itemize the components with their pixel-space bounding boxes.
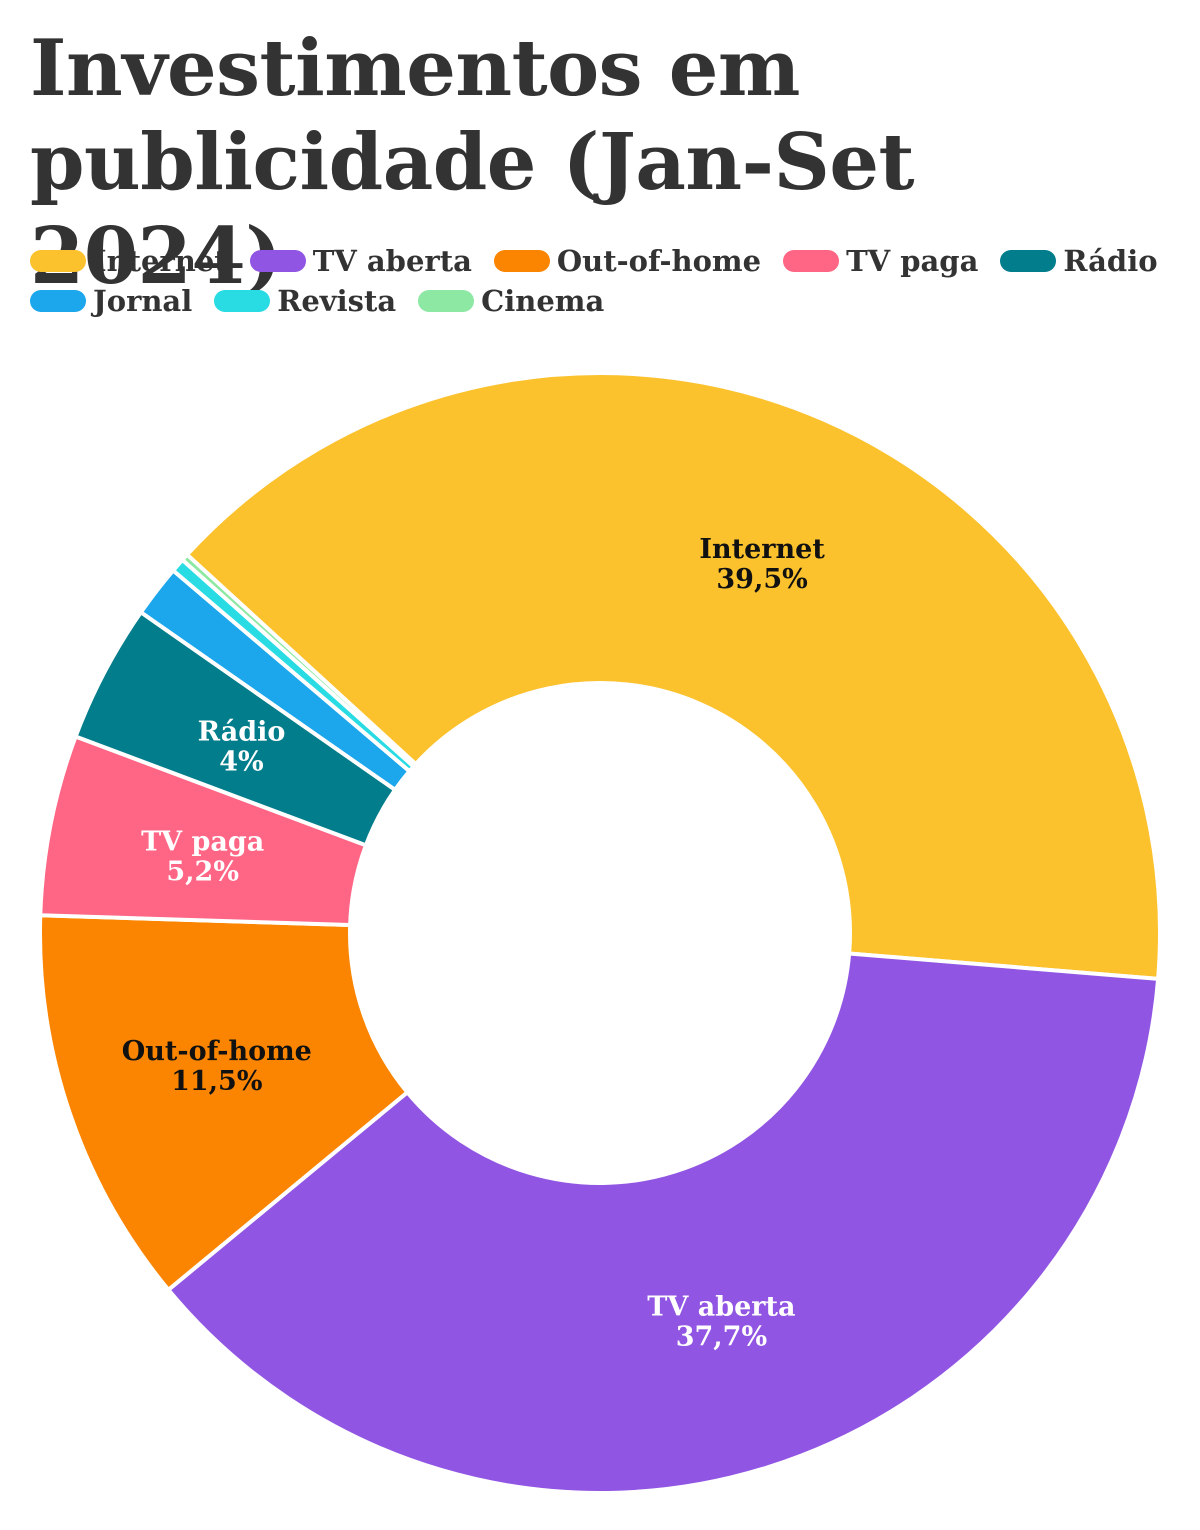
slice-label-name: Rádio <box>198 717 286 748</box>
legend-item-jornal: Jornal <box>30 283 192 319</box>
legend-swatch <box>30 250 86 272</box>
legend-label: Cinema <box>481 284 605 318</box>
legend-item-tv-aberta: TV aberta <box>249 243 472 279</box>
slice-label-value: 39,5% <box>716 564 807 595</box>
legend-item-out-of-home: Out-of-home <box>493 243 762 279</box>
legend-swatch <box>418 290 475 312</box>
legend-label: TV aberta <box>312 244 472 278</box>
slice-label-radio: Rádio 4% <box>198 717 286 778</box>
slice-label-value: 4% <box>219 747 263 778</box>
donut-labels: Internet 39,5% TV aberta 37,7% Out-of-home 11… <box>122 534 826 1353</box>
chart-title: Investimentos em publicidade (Jan-Set 20… <box>30 23 915 302</box>
legend-label: TV paga <box>846 244 979 278</box>
slice-cinema <box>180 552 418 769</box>
slice-tv-aberta <box>166 951 1161 1495</box>
slice-label-name: Internet <box>699 534 825 565</box>
legend-label: Internet <box>93 244 228 278</box>
legend-swatch <box>493 250 550 272</box>
legend-label: Revista <box>277 284 397 318</box>
legend-item-internet: Internet <box>30 243 228 279</box>
legend-item-tv-paga: TV paga <box>783 243 978 279</box>
donut-slices <box>37 371 1162 1495</box>
slice-label-out-of-home: Out-of-home 11,5% <box>122 1036 312 1097</box>
legend-item-revista: Revista <box>214 283 396 319</box>
slice-label-name: TV paga <box>141 827 264 858</box>
legend-swatch <box>783 250 840 272</box>
legend-swatch <box>1000 250 1057 272</box>
legend-label: Out-of-home <box>556 244 762 278</box>
slice-label-value: 11,5% <box>171 1066 262 1097</box>
chart-legend: Internet TV aberta Out-of-home TV paga Rádio… <box>30 243 1180 319</box>
slice-label-tv-paga: TV paga 5,2% <box>141 827 264 888</box>
legend-swatch <box>249 250 306 272</box>
legend-swatch <box>30 290 86 312</box>
slice-internet <box>185 371 1162 981</box>
slice-label-name: Out-of-home <box>122 1036 312 1067</box>
slice-label-value: 5,2% <box>166 857 239 888</box>
slice-out-of-home <box>37 913 410 1292</box>
legend-item-cinema: Cinema <box>418 283 604 319</box>
slice-label-name: TV aberta <box>647 1291 795 1322</box>
slice-label-value: 37,7% <box>676 1321 767 1352</box>
legend-label: Rádio <box>1063 244 1158 278</box>
slice-label-tv-aberta: TV aberta 37,7% <box>647 1291 795 1352</box>
legend-item-radio: Rádio <box>1000 243 1158 279</box>
slice-label-internet: Internet 39,5% <box>699 534 825 595</box>
legend-label: Jornal <box>93 284 193 318</box>
legend-swatch <box>214 290 271 312</box>
